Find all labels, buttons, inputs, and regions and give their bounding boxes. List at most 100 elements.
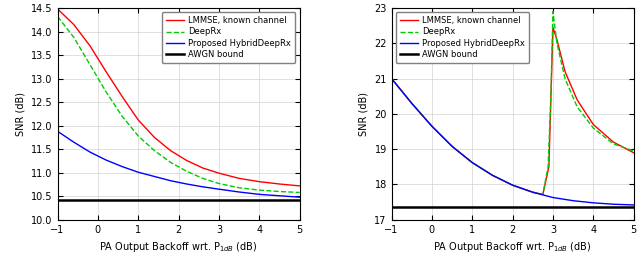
LMMSE, known channel: [428, 125, 436, 128]
Proposed HybridDeepRx: [215, 188, 223, 191]
LMMSE, known channel: [549, 26, 557, 29]
Proposed HybridDeepRx: [428, 125, 436, 128]
Line: Proposed HybridDeepRx: Proposed HybridDeepRx: [392, 79, 634, 205]
LMMSE, known channel: [86, 44, 93, 47]
Proposed HybridDeepRx: [448, 145, 456, 148]
AWGN bound: [94, 198, 102, 202]
Proposed HybridDeepRx: [118, 165, 126, 168]
DeepRx: [547, 95, 555, 98]
Proposed HybridDeepRx: [468, 161, 476, 164]
DeepRx: [561, 77, 569, 80]
LMMSE, known channel: [539, 193, 547, 196]
DeepRx: [630, 149, 637, 152]
DeepRx: [166, 161, 174, 164]
LMMSE, known channel: [561, 70, 569, 73]
Y-axis label: SNR (dB): SNR (dB): [15, 92, 26, 136]
DeepRx: [296, 191, 303, 194]
X-axis label: PA Output Backoff wrt. P$_{1dB}$ (dB): PA Output Backoff wrt. P$_{1dB}$ (dB): [99, 240, 258, 254]
LMMSE, known channel: [609, 140, 617, 144]
DeepRx: [183, 170, 191, 173]
LMMSE, known channel: [630, 151, 637, 154]
LMMSE, known channel: [468, 161, 476, 164]
DeepRx: [589, 126, 597, 130]
DeepRx: [468, 161, 476, 164]
DeepRx: [609, 142, 617, 146]
DeepRx: [118, 115, 126, 118]
LMMSE, known channel: [589, 123, 597, 126]
LMMSE, known channel: [236, 177, 243, 180]
LMMSE, known channel: [215, 172, 223, 175]
LMMSE, known channel: [553, 38, 561, 41]
LMMSE, known channel: [183, 159, 191, 162]
LMMSE, known channel: [388, 77, 396, 80]
Line: DeepRx: DeepRx: [392, 12, 634, 194]
DeepRx: [539, 193, 547, 196]
LMMSE, known channel: [166, 149, 174, 152]
LMMSE, known channel: [255, 180, 263, 183]
Proposed HybridDeepRx: [183, 183, 191, 186]
LMMSE, known channel: [509, 184, 516, 187]
Proposed HybridDeepRx: [70, 140, 77, 144]
Proposed HybridDeepRx: [166, 179, 174, 182]
Proposed HybridDeepRx: [609, 203, 617, 206]
LMMSE, known channel: [488, 174, 496, 177]
Proposed HybridDeepRx: [296, 196, 303, 199]
LMMSE, known channel: [408, 102, 415, 105]
LMMSE, known channel: [134, 118, 142, 122]
DeepRx: [408, 102, 415, 105]
DeepRx: [215, 182, 223, 185]
DeepRx: [544, 165, 552, 168]
DeepRx: [276, 190, 284, 193]
LMMSE, known channel: [529, 191, 536, 194]
Proposed HybridDeepRx: [549, 196, 557, 199]
LMMSE, known channel: [54, 8, 61, 11]
DeepRx: [388, 77, 396, 80]
DeepRx: [236, 186, 243, 189]
LMMSE, known channel: [102, 70, 110, 73]
LMMSE, known channel: [199, 166, 207, 170]
AWGN bound: [428, 206, 436, 209]
LMMSE, known channel: [296, 184, 303, 188]
Proposed HybridDeepRx: [86, 150, 93, 154]
Legend: LMMSE, known channel, DeepRx, Proposed HybridDeepRx, AWGN bound: LMMSE, known channel, DeepRx, Proposed H…: [396, 12, 529, 63]
LMMSE, known channel: [70, 23, 77, 26]
Proposed HybridDeepRx: [569, 199, 577, 202]
DeepRx: [86, 63, 93, 66]
Line: DeepRx: DeepRx: [58, 17, 300, 192]
Proposed HybridDeepRx: [199, 185, 207, 188]
LMMSE, known channel: [276, 183, 284, 186]
Proposed HybridDeepRx: [589, 201, 597, 204]
Legend: LMMSE, known channel, DeepRx, Proposed HybridDeepRx, AWGN bound: LMMSE, known channel, DeepRx, Proposed H…: [162, 12, 296, 63]
Proposed HybridDeepRx: [276, 194, 284, 197]
AWGN bound: [468, 206, 476, 209]
Proposed HybridDeepRx: [236, 190, 243, 193]
DeepRx: [448, 145, 456, 148]
Proposed HybridDeepRx: [54, 130, 61, 133]
Line: LMMSE, known channel: LMMSE, known channel: [392, 27, 634, 194]
DeepRx: [134, 135, 142, 138]
Proposed HybridDeepRx: [509, 184, 516, 187]
DeepRx: [199, 177, 207, 180]
Proposed HybridDeepRx: [529, 191, 536, 194]
DeepRx: [529, 191, 536, 194]
LMMSE, known channel: [118, 95, 126, 98]
LMMSE, known channel: [150, 136, 158, 139]
DeepRx: [509, 184, 516, 187]
LMMSE, known channel: [448, 145, 456, 148]
DeepRx: [488, 174, 496, 177]
DeepRx: [428, 125, 436, 128]
DeepRx: [573, 105, 581, 109]
DeepRx: [255, 188, 263, 192]
Proposed HybridDeepRx: [255, 193, 263, 196]
Proposed HybridDeepRx: [134, 171, 142, 174]
Proposed HybridDeepRx: [150, 175, 158, 178]
Proposed HybridDeepRx: [102, 158, 110, 162]
Proposed HybridDeepRx: [408, 102, 415, 105]
AWGN bound: [134, 198, 142, 202]
DeepRx: [70, 36, 77, 39]
X-axis label: PA Output Backoff wrt. P$_{1dB}$ (dB): PA Output Backoff wrt. P$_{1dB}$ (dB): [433, 240, 592, 254]
LMMSE, known channel: [573, 98, 581, 101]
DeepRx: [150, 149, 158, 152]
Proposed HybridDeepRx: [388, 77, 396, 80]
DeepRx: [54, 15, 61, 18]
